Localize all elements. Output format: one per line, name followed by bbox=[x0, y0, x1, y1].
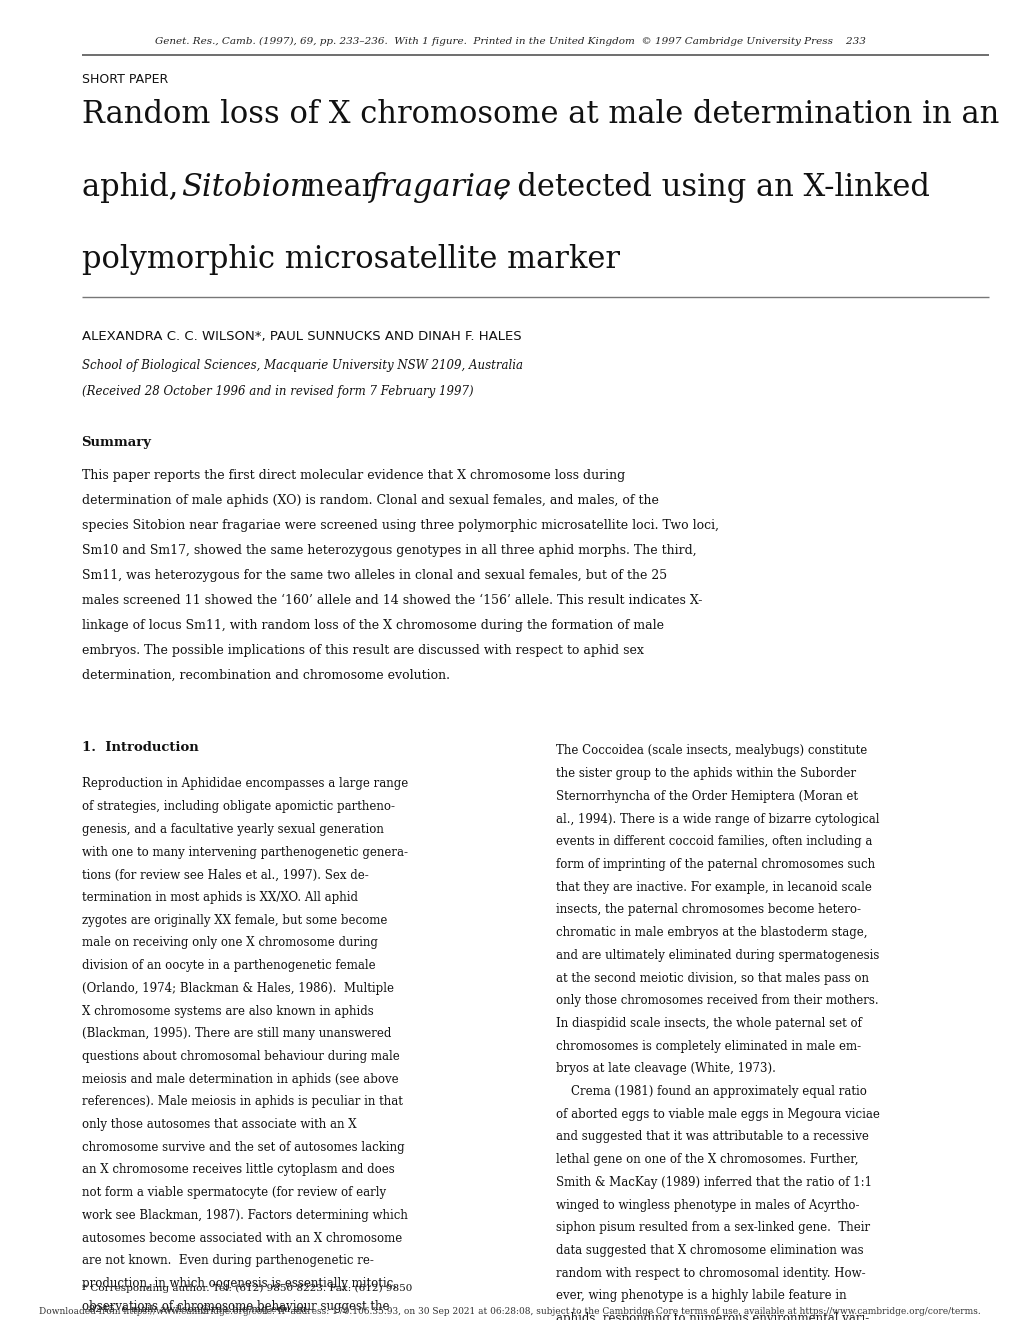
Text: and are ultimately eliminated during spermatogenesis: and are ultimately eliminated during spe… bbox=[555, 949, 878, 962]
Text: linkage of locus Sm11, with random loss of the X chromosome during the formation: linkage of locus Sm11, with random loss … bbox=[82, 619, 663, 632]
Text: (Received 28 October 1996 and in revised form 7 February 1997): (Received 28 October 1996 and in revised… bbox=[82, 385, 473, 399]
Text: division of an oocyte in a parthenogenetic female: division of an oocyte in a parthenogenet… bbox=[82, 960, 375, 972]
Text: data suggested that X chromosome elimination was: data suggested that X chromosome elimina… bbox=[555, 1243, 863, 1257]
Text: genesis, and a facultative yearly sexual generation: genesis, and a facultative yearly sexual… bbox=[82, 822, 383, 836]
Text: fragariae: fragariae bbox=[370, 172, 512, 202]
Text: X chromosome systems are also known in aphids: X chromosome systems are also known in a… bbox=[82, 1005, 373, 1018]
Text: production, in which oogenesis is essentially mitotic,: production, in which oogenesis is essent… bbox=[82, 1276, 396, 1290]
Text: , detected using an X-linked: , detected using an X-linked bbox=[497, 172, 928, 202]
Text: aphid,: aphid, bbox=[82, 172, 187, 202]
Text: at the second meiotic division, so that males pass on: at the second meiotic division, so that … bbox=[555, 972, 868, 985]
Text: (Blackman, 1995). There are still many unanswered: (Blackman, 1995). There are still many u… bbox=[82, 1027, 390, 1040]
Text: ALEXANDRA C. C. WILSON*, PAUL SUNNUCKS AND DINAH F. HALES: ALEXANDRA C. C. WILSON*, PAUL SUNNUCKS A… bbox=[82, 330, 521, 343]
Text: Genet. Res., Camb. (1997), 69, pp. 233–236.  With 1 figure.  Printed in the Unit: Genet. Res., Camb. (1997), 69, pp. 233–2… bbox=[155, 37, 864, 46]
Text: siphon pisum resulted from a sex-linked gene.  Their: siphon pisum resulted from a sex-linked … bbox=[555, 1221, 869, 1234]
Text: polymorphic microsatellite marker: polymorphic microsatellite marker bbox=[82, 244, 619, 275]
Text: chromosomes is completely eliminated in male em-: chromosomes is completely eliminated in … bbox=[555, 1040, 860, 1052]
Text: In diaspidid scale insects, the whole paternal set of: In diaspidid scale insects, the whole pa… bbox=[555, 1016, 861, 1030]
Text: * Corresponding author. Tel: (612) 9850 8223. Fax: (612) 9850: * Corresponding author. Tel: (612) 9850 … bbox=[82, 1284, 412, 1294]
Text: Smith & MacKay (1989) inferred that the ratio of 1:1: Smith & MacKay (1989) inferred that the … bbox=[555, 1176, 871, 1189]
Text: zygotes are originally XX female, but some become: zygotes are originally XX female, but so… bbox=[82, 913, 386, 927]
Text: determination, recombination and chromosome evolution.: determination, recombination and chromos… bbox=[82, 669, 449, 682]
Text: chromosome survive and the set of autosomes lacking: chromosome survive and the set of autoso… bbox=[82, 1140, 404, 1154]
Text: random with respect to chromosomal identity. How-: random with respect to chromosomal ident… bbox=[555, 1267, 865, 1279]
Text: that they are inactive. For example, in lecanoid scale: that they are inactive. For example, in … bbox=[555, 880, 871, 894]
Text: insects, the paternal chromosomes become hetero-: insects, the paternal chromosomes become… bbox=[555, 903, 860, 916]
Text: are not known.  Even during parthenogenetic re-: are not known. Even during parthenogenet… bbox=[82, 1254, 373, 1267]
Text: only those autosomes that associate with an X: only those autosomes that associate with… bbox=[82, 1118, 356, 1131]
Text: Sternorrhyncha of the Order Hemiptera (Moran et: Sternorrhyncha of the Order Hemiptera (M… bbox=[555, 789, 857, 803]
Text: School of Biological Sciences, Macquarie University NSW 2109, Australia: School of Biological Sciences, Macquarie… bbox=[82, 359, 522, 372]
Text: the sister group to the aphids within the Suborder: the sister group to the aphids within th… bbox=[555, 767, 855, 780]
Text: Random loss of X chromosome at male determination in an: Random loss of X chromosome at male dete… bbox=[82, 99, 998, 129]
Text: males screened 11 showed the ‘160’ allele and 14 showed the ‘156’ allele. This r: males screened 11 showed the ‘160’ allel… bbox=[82, 594, 701, 607]
Text: Reproduction in Aphididae encompasses a large range: Reproduction in Aphididae encompasses a … bbox=[82, 777, 408, 791]
Text: with one to many intervening parthenogenetic genera-: with one to many intervening parthenogen… bbox=[82, 846, 408, 858]
Text: references). Male meiosis in aphids is peculiar in that: references). Male meiosis in aphids is p… bbox=[82, 1096, 403, 1109]
Text: bryos at late cleavage (White, 1973).: bryos at late cleavage (White, 1973). bbox=[555, 1063, 775, 1076]
Text: SHORT PAPER: SHORT PAPER bbox=[82, 73, 168, 86]
Text: form of imprinting of the paternal chromosomes such: form of imprinting of the paternal chrom… bbox=[555, 858, 874, 871]
Text: Sitobion: Sitobion bbox=[181, 172, 310, 202]
Text: al., 1994). There is a wide range of bizarre cytological: al., 1994). There is a wide range of biz… bbox=[555, 813, 878, 825]
Text: 1.  Introduction: 1. Introduction bbox=[82, 741, 198, 754]
Text: meiosis and male determination in aphids (see above: meiosis and male determination in aphids… bbox=[82, 1073, 397, 1085]
Text: termination in most aphids is XX/XO. All aphid: termination in most aphids is XX/XO. All… bbox=[82, 891, 358, 904]
Text: near: near bbox=[296, 172, 385, 202]
Text: male on receiving only one X chromosome during: male on receiving only one X chromosome … bbox=[82, 936, 377, 949]
Text: determination of male aphids (XO) is random. Clonal and sexual females, and male: determination of male aphids (XO) is ran… bbox=[82, 494, 658, 507]
Text: and suggested that it was attributable to a recessive: and suggested that it was attributable t… bbox=[555, 1130, 868, 1143]
Text: of aborted eggs to viable male eggs in Megoura viciae: of aborted eggs to viable male eggs in M… bbox=[555, 1107, 879, 1121]
Text: tions (for review see Hales et al., 1997). Sex de-: tions (for review see Hales et al., 1997… bbox=[82, 869, 368, 882]
Text: aphids, responding to numerous environmental vari-: aphids, responding to numerous environme… bbox=[555, 1312, 868, 1320]
Text: The Coccoidea (scale insects, mealybugs) constitute: The Coccoidea (scale insects, mealybugs)… bbox=[555, 744, 866, 758]
Text: Downloaded from https://www.cambridge.org/core. IP address: 170.106.35.93, on 30: Downloaded from https://www.cambridge.or… bbox=[39, 1307, 980, 1316]
Text: This paper reports the first direct molecular evidence that X chromosome loss du: This paper reports the first direct mole… bbox=[82, 469, 625, 482]
Text: lethal gene on one of the X chromosomes. Further,: lethal gene on one of the X chromosomes.… bbox=[555, 1154, 858, 1166]
Text: only those chromosomes received from their mothers.: only those chromosomes received from the… bbox=[555, 994, 877, 1007]
Text: ever, wing phenotype is a highly labile feature in: ever, wing phenotype is a highly labile … bbox=[555, 1290, 846, 1303]
Text: observations of chromosome behaviour suggest the: observations of chromosome behaviour sug… bbox=[82, 1300, 388, 1312]
Text: autosomes become associated with an X chromosome: autosomes become associated with an X ch… bbox=[82, 1232, 401, 1245]
Text: questions about chromosomal behaviour during male: questions about chromosomal behaviour du… bbox=[82, 1049, 399, 1063]
Text: Crema (1981) found an approximately equal ratio: Crema (1981) found an approximately equa… bbox=[555, 1085, 866, 1098]
Text: Sm11, was heterozygous for the same two alleles in clonal and sexual females, bu: Sm11, was heterozygous for the same two … bbox=[82, 569, 666, 582]
Text: winged to wingless phenotype in males of Acyrtho-: winged to wingless phenotype in males of… bbox=[555, 1199, 859, 1212]
Text: Summary: Summary bbox=[82, 436, 152, 449]
Text: species Sitobion near fragariae were screened using three polymorphic microsatel: species Sitobion near fragariae were scr… bbox=[82, 519, 718, 532]
Text: events in different coccoid families, often including a: events in different coccoid families, of… bbox=[555, 836, 871, 849]
Text: (Orlando, 1974; Blackman & Hales, 1986).  Multiple: (Orlando, 1974; Blackman & Hales, 1986).… bbox=[82, 982, 393, 995]
Text: of strategies, including obligate apomictic partheno-: of strategies, including obligate apomic… bbox=[82, 800, 394, 813]
Text: not form a viable spermatocyte (for review of early: not form a viable spermatocyte (for revi… bbox=[82, 1187, 385, 1199]
Text: an X chromosome receives little cytoplasm and does: an X chromosome receives little cytoplas… bbox=[82, 1163, 394, 1176]
Text: embryos. The possible implications of this result are discussed with respect to : embryos. The possible implications of th… bbox=[82, 644, 643, 657]
Text: work see Blackman, 1987). Factors determining which: work see Blackman, 1987). Factors determ… bbox=[82, 1209, 407, 1222]
Text: chromatic in male embryos at the blastoderm stage,: chromatic in male embryos at the blastod… bbox=[555, 927, 866, 939]
Text: Sm10 and Sm17, showed the same heterozygous genotypes in all three aphid morphs.: Sm10 and Sm17, showed the same heterozyg… bbox=[82, 544, 696, 557]
Text: 8245. e-mail: awilson@rna.bio.mq.edu.au.: 8245. e-mail: awilson@rna.bio.mq.edu.au. bbox=[82, 1305, 309, 1315]
